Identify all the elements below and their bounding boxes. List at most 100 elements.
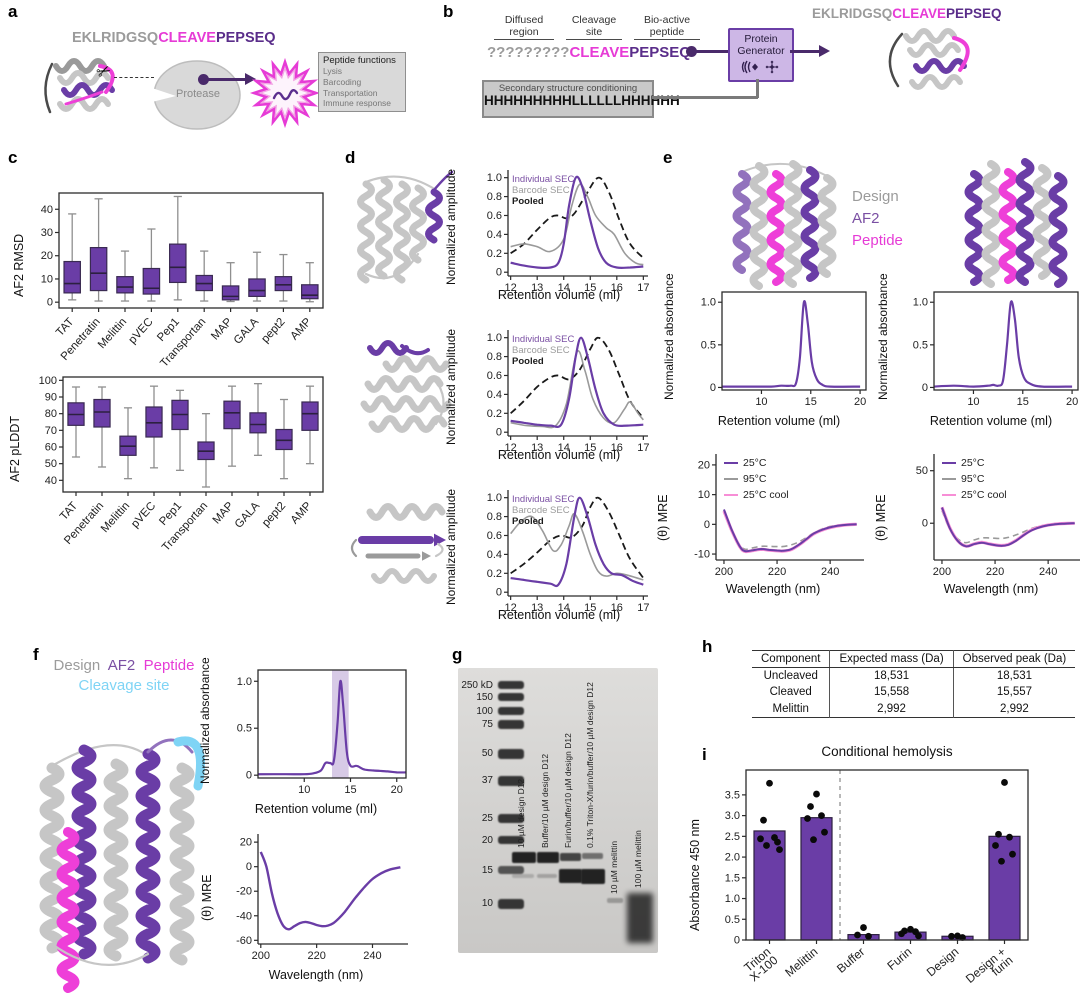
- protein-structure-cartoon: [732, 160, 837, 290]
- sec3-ylabel: Normalized amplitude: [444, 488, 458, 606]
- svg-text:16: 16: [611, 442, 623, 454]
- legend-25c-cool-label: 25°C cool: [743, 488, 789, 501]
- svg-text:0: 0: [734, 935, 740, 947]
- svg-text:Design: Design: [924, 945, 962, 980]
- function-item: Lysis: [323, 66, 343, 77]
- diffusion-icon: [741, 60, 758, 74]
- sec-legend: Individual SEC Barcode SEC Pooled: [512, 174, 574, 208]
- svg-text:14: 14: [558, 282, 570, 294]
- panel-i-label: i: [702, 745, 707, 764]
- svg-text:220: 220: [986, 566, 1004, 578]
- caption-diffused-region: Diffused region: [494, 14, 554, 41]
- function-item: Transportation: [323, 87, 378, 98]
- legend-95c-label: 95°C: [961, 472, 985, 485]
- helix-tokens: HHHHHHHHH: [484, 93, 572, 109]
- table-header: Expected mass (Da): [829, 650, 954, 668]
- svg-text:20: 20: [240, 837, 252, 849]
- svg-text:100: 100: [39, 375, 57, 387]
- svg-text:0.5: 0.5: [725, 914, 740, 926]
- svg-text:0.2: 0.2: [487, 408, 502, 420]
- svg-text:0.6: 0.6: [487, 370, 502, 382]
- legend-barcode-sec: Barcode SEC: [512, 184, 570, 196]
- cell-component: Uncleaved: [763, 670, 818, 682]
- gel-band-uncleaved: [512, 852, 536, 863]
- seq-pepseq: PEPSEQ: [629, 44, 691, 61]
- protein-structure-cartoon: [360, 340, 452, 433]
- panel-d-label: d: [345, 148, 356, 167]
- svg-text:15: 15: [584, 282, 596, 294]
- cd-legend: 25°C 95°C 25°C cool: [942, 456, 1007, 503]
- ladder-band: [498, 866, 524, 874]
- svg-text:0: 0: [922, 382, 928, 394]
- gel-band-melittin-faint: [607, 898, 623, 903]
- svg-text:240: 240: [1039, 566, 1057, 578]
- seq-pepseq: PEPSEQ: [946, 6, 1002, 21]
- ladder-label: 10: [481, 898, 493, 909]
- legend-individual-sec: Individual SEC: [512, 334, 575, 345]
- svg-text:1.0: 1.0: [913, 297, 928, 309]
- legend-peptide: Peptide: [143, 657, 195, 674]
- ladder-band: [498, 707, 524, 715]
- svg-text:15: 15: [1017, 396, 1029, 408]
- seq-pepseq: PEPSEQ: [215, 30, 276, 46]
- sec-plot-1: 0 0.2 0.4 0.6 0.8 1.0 12 13 14 15 16 17: [487, 170, 649, 294]
- ladder-label: 75: [481, 719, 493, 730]
- conditioning-connector-v: [756, 79, 759, 98]
- panel-e-label: e: [663, 148, 673, 167]
- legend-pooled: Pooled: [512, 355, 544, 367]
- ladder-label: 15: [481, 865, 493, 876]
- gel-band-uncleaved: [582, 853, 603, 859]
- svg-text:3.5: 3.5: [725, 789, 740, 801]
- e-cd1-ylabel: (θ) MRE: [656, 494, 670, 542]
- table-row: Melittin 2,992 2,992: [752, 700, 1076, 718]
- f-abs-ylabel: Normalized absorbance: [198, 657, 212, 784]
- swatch-95c: [942, 477, 956, 480]
- svg-text:20: 20: [698, 459, 710, 471]
- svg-text:15: 15: [584, 442, 596, 454]
- svg-text:60: 60: [45, 442, 57, 454]
- svg-text:90: 90: [45, 392, 57, 404]
- svg-text:10: 10: [298, 784, 310, 796]
- svg-text:10: 10: [755, 396, 767, 408]
- peptide-functions-box: Peptide functions Lysis Barcoding Transp…: [318, 52, 406, 112]
- e-cd1-xlabel: Wavelength (nm): [725, 582, 821, 596]
- sec2-xlabel: Retention volume (ml): [497, 448, 621, 462]
- functions-title: Peptide functions: [323, 55, 396, 66]
- protein-structure-cartoon: [350, 503, 446, 584]
- conditioning-box: Secondary structure conditioning HHHHHHH…: [482, 80, 680, 118]
- hemolysis-ylabel: Absorbance 450 nm: [688, 819, 702, 931]
- svg-text:0.4: 0.4: [487, 389, 502, 401]
- panel-a-label: a: [8, 2, 18, 21]
- protein-structure-cartoon: [888, 28, 970, 90]
- svg-text:1.5: 1.5: [725, 872, 740, 884]
- panel-a-sequence: EKLRIDGSQCLEAVEPEPSEQ: [72, 30, 276, 46]
- svg-text:220: 220: [307, 950, 325, 962]
- protein-generator-label: Protein Generator: [737, 33, 785, 58]
- panel-h-label: h: [702, 637, 713, 656]
- svg-text:200: 200: [252, 950, 270, 962]
- svg-text:0.6: 0.6: [487, 530, 502, 542]
- svg-text:12: 12: [505, 602, 517, 614]
- svg-text:0.2: 0.2: [487, 248, 502, 260]
- conditioning-title: Secondary structure conditioning: [498, 83, 638, 94]
- ladder-label: 100: [476, 706, 493, 717]
- ladder-label: 25: [481, 813, 493, 824]
- legend-25c-cool-label: 25°C cool: [961, 488, 1007, 501]
- svg-text:0.2: 0.2: [487, 568, 502, 580]
- sec-legend: Individual SEC Barcode SEC Pooled: [512, 334, 575, 368]
- hemolysis-title: Conditional hemolysis: [821, 744, 953, 759]
- plddt-ylabel: AF2 pLDDT: [8, 416, 22, 483]
- svg-text:0: 0: [496, 427, 502, 439]
- svg-text:16: 16: [611, 602, 623, 614]
- svg-text:200: 200: [933, 566, 951, 578]
- svg-text:13: 13: [531, 282, 543, 294]
- svg-text:TAT: TAT: [58, 500, 80, 523]
- e-abs1-xlabel: Retention volume (ml): [717, 414, 841, 428]
- svg-text:0: 0: [496, 267, 502, 279]
- table-header: Observed peak (Da): [952, 650, 1076, 668]
- e-cd2-xlabel: Wavelength (nm): [943, 582, 1039, 596]
- lane-label: 10 µM design D12: [516, 778, 526, 848]
- svg-text:20: 20: [391, 784, 403, 796]
- svg-text:20: 20: [854, 396, 866, 408]
